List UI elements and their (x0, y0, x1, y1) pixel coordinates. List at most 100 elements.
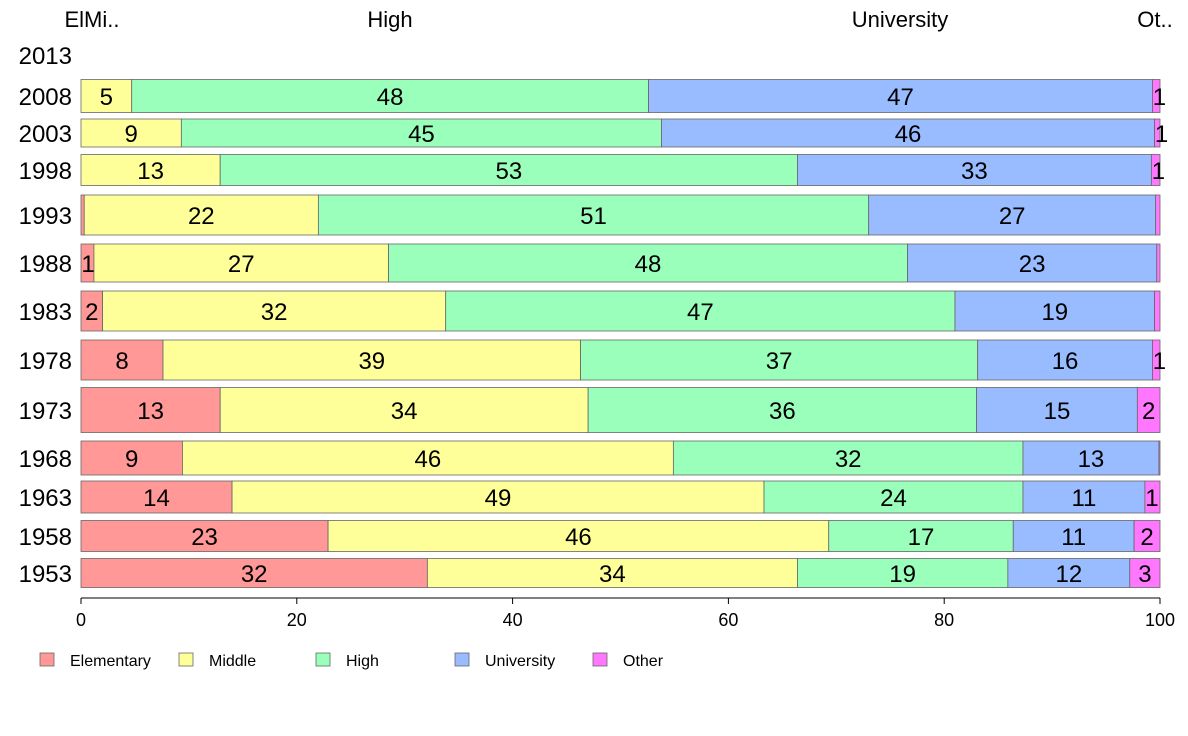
bar-segment (954, 290, 1156, 332)
data-label: 1 (81, 251, 94, 278)
legend-label: Elementary (70, 653, 151, 670)
data-label: 46 (895, 121, 922, 148)
year-label: 1963 (19, 485, 72, 512)
bar-segment (80, 387, 221, 433)
year-label: 2003 (19, 121, 72, 148)
data-label: 3 (1138, 561, 1151, 588)
data-label: 47 (887, 84, 914, 111)
bar-segment (1007, 558, 1131, 588)
bar-segment (131, 79, 649, 113)
legend-swatch (178, 652, 194, 667)
data-label: 46 (565, 524, 592, 551)
data-label: 13 (137, 158, 164, 185)
legend-label: Other (623, 653, 664, 670)
bar-segment (763, 480, 1024, 514)
data-label: 14 (143, 485, 170, 512)
bar-segment (661, 118, 1156, 148)
bar-segment (80, 79, 133, 113)
bar-segment (1154, 118, 1161, 148)
data-label: 37 (766, 348, 793, 375)
bar-segment (83, 194, 319, 236)
bar-segment (93, 243, 389, 283)
data-label: 45 (408, 121, 435, 148)
x-tick-label: 0 (76, 610, 86, 630)
data-label: 1 (1145, 485, 1158, 512)
data-label: 2 (85, 299, 98, 326)
data-label: 27 (999, 203, 1026, 230)
bar-segment (1152, 339, 1161, 381)
bar-segment (1158, 440, 1161, 476)
year-label: 1973 (19, 398, 72, 425)
year-label: 1998 (19, 158, 72, 185)
bar-segment (1156, 243, 1161, 283)
x-tick-label: 40 (503, 610, 523, 630)
data-label: 23 (191, 524, 218, 551)
bar-segment (388, 243, 908, 283)
bar-segment (587, 387, 977, 433)
bar-segment (426, 558, 798, 588)
bar-segment (317, 194, 870, 236)
data-label: 23 (1019, 251, 1046, 278)
data-label: 34 (599, 561, 626, 588)
legend-swatch (454, 652, 470, 667)
data-label: 51 (580, 203, 607, 230)
data-label: 53 (495, 158, 522, 185)
bar-segment (907, 243, 1158, 283)
bar-segment (797, 154, 1152, 186)
data-label: 19 (1041, 299, 1068, 326)
bar-segment (445, 290, 956, 332)
bar-segment (580, 339, 979, 381)
legend-label: University (485, 653, 555, 670)
legend-swatch (592, 652, 608, 667)
data-label: 34 (391, 398, 418, 425)
bar-segment (80, 480, 233, 514)
data-label: 48 (377, 84, 404, 111)
data-label: 13 (1078, 446, 1105, 473)
bar-segment (80, 194, 85, 236)
data-label: 9 (124, 121, 137, 148)
bar-segment (1150, 154, 1161, 186)
data-label: 48 (635, 251, 662, 278)
data-label: 22 (188, 203, 215, 230)
data-label: 24 (880, 485, 907, 512)
bar-segment (80, 558, 428, 588)
x-tick-label: 60 (718, 610, 738, 630)
top-group-label: ElMi.. (65, 7, 120, 32)
bar-segment (102, 290, 447, 332)
data-label: 1 (1155, 121, 1168, 148)
data-label: 46 (415, 446, 442, 473)
bar-segment (219, 387, 589, 433)
bar-segment (1133, 520, 1161, 552)
bar-segment (162, 339, 581, 381)
data-label: 32 (261, 299, 288, 326)
bar-segment (327, 520, 830, 552)
x-tick-label: 20 (287, 610, 307, 630)
data-label: 5 (100, 84, 113, 111)
bar-segment (80, 440, 183, 476)
year-label: 1993 (19, 203, 72, 230)
bar-segment (231, 480, 765, 514)
bar-segment (672, 440, 1024, 476)
legend-label: High (346, 653, 379, 670)
bar-segment (180, 118, 662, 148)
data-label: 11 (1071, 485, 1096, 512)
legend-swatch (39, 652, 55, 667)
data-label: 1 (1153, 84, 1166, 111)
data-label: 32 (241, 561, 268, 588)
bar-segment (976, 387, 1138, 433)
bar-segment (977, 339, 1153, 381)
bar-segment (1129, 558, 1161, 588)
data-label: 33 (961, 158, 988, 185)
data-label: 16 (1052, 348, 1079, 375)
bar-segment (1136, 387, 1161, 433)
year-label: 1988 (19, 251, 72, 278)
top-group-label: Ot.. (1137, 7, 1172, 32)
data-label: 2 (1142, 398, 1155, 425)
data-label: 15 (1044, 398, 1071, 425)
year-label: 1978 (19, 348, 72, 375)
year-label: 1983 (19, 299, 72, 326)
data-label: 13 (137, 398, 164, 425)
data-label: 11 (1061, 524, 1086, 551)
data-label: 9 (125, 446, 138, 473)
